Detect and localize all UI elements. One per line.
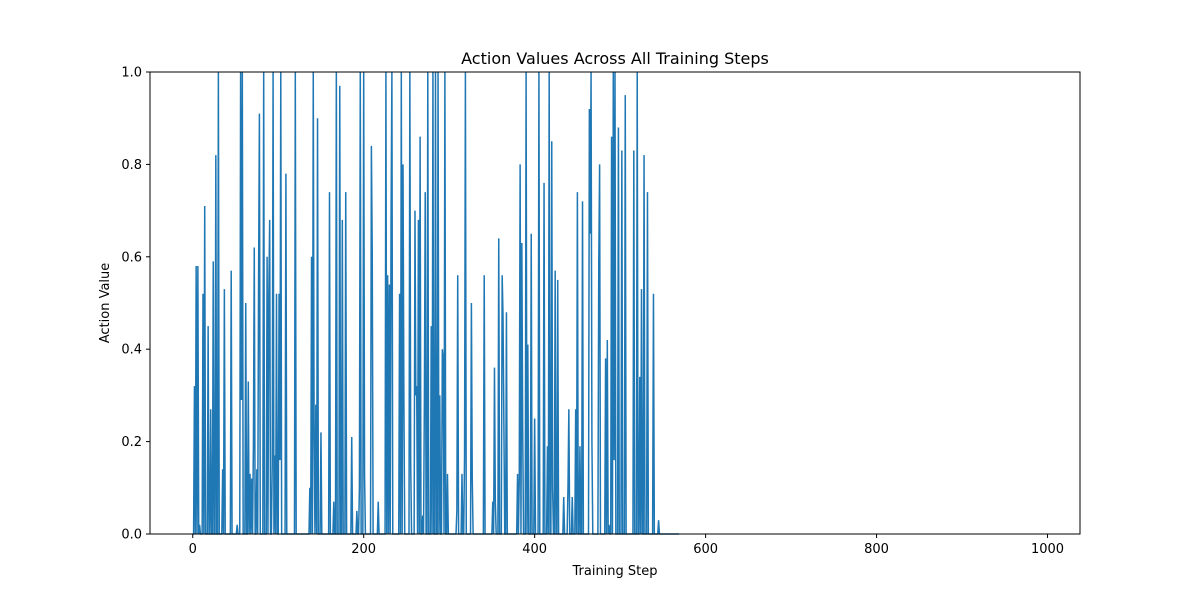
- y-axis-ticks: 0.0 0.2 0.4 0.6 0.8 1.0: [121, 66, 150, 543]
- y-tick-label: 0.6: [121, 250, 142, 265]
- x-axis-ticks: 0 200 400 600 800 1000: [189, 534, 1064, 557]
- y-tick-label: 0.8: [121, 158, 142, 173]
- x-tick-label: 800: [864, 542, 889, 557]
- x-axis-label: Training Step: [571, 564, 657, 579]
- y-tick-label: 0.2: [121, 435, 142, 450]
- series-layer: [192, 71, 680, 535]
- chart-title: Action Values Across All Training Steps: [461, 49, 769, 68]
- x-tick-label: 200: [351, 542, 376, 557]
- x-tick-label: 0: [189, 542, 197, 557]
- x-tick-label: 1000: [1031, 542, 1064, 557]
- y-tick-label: 1.0: [121, 66, 142, 81]
- x-tick-label: 400: [522, 542, 547, 557]
- x-tick-label: 600: [693, 542, 718, 557]
- y-axis-label: Action Value: [98, 263, 113, 344]
- y-tick-label: 0.4: [121, 343, 142, 358]
- series-line: [192, 71, 680, 535]
- y-tick-label: 0.0: [121, 528, 142, 543]
- plot-area: [149, 71, 1081, 535]
- axes-frame: [149, 71, 1081, 535]
